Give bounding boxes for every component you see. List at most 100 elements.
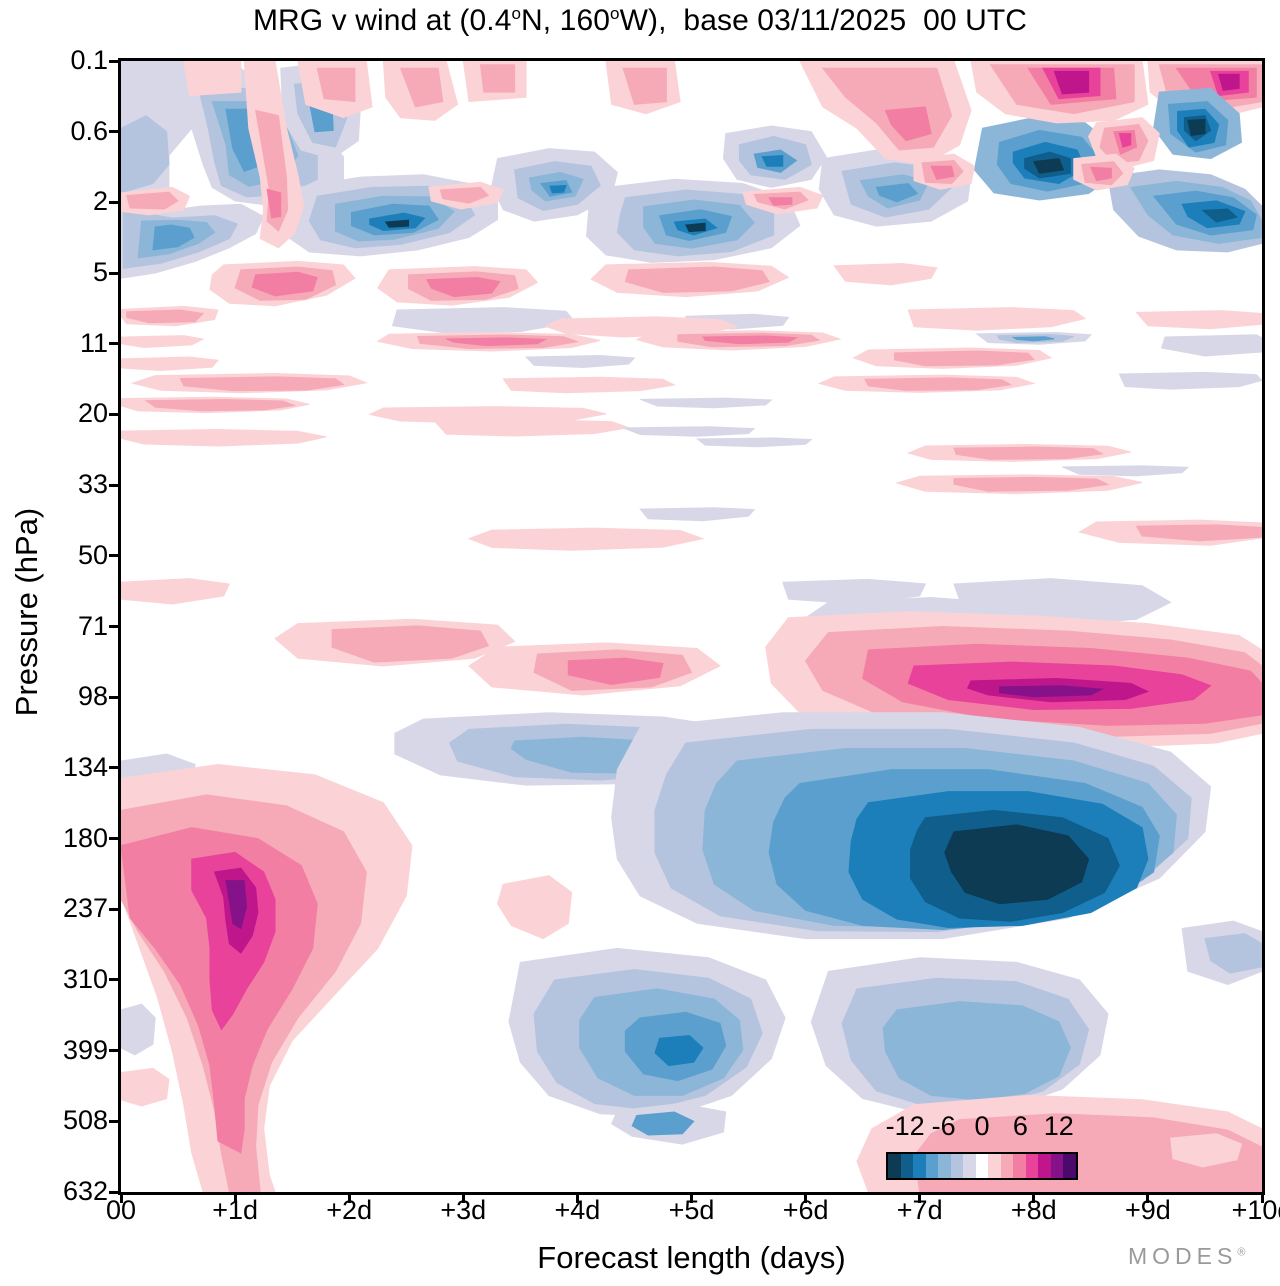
y-axis-tick-label: 632 [62, 1176, 108, 1206]
contour-band [126, 309, 205, 324]
contour-band [1053, 70, 1090, 95]
x-axis-tick-mark [119, 1192, 123, 1203]
contour-band [1187, 118, 1206, 137]
chart-title: MRG v wind at (0.4oN, 160oW), base 03/11… [0, 4, 1280, 38]
y-axis-tick-mark [109, 200, 119, 204]
contour-band [331, 625, 490, 663]
modes-watermark-text: MODES [1128, 1243, 1238, 1269]
y-axis-tick-label: 33 [77, 469, 108, 500]
y-axis-tick-label: 20 [77, 398, 108, 429]
contour-band [944, 824, 1090, 905]
y-axis-tick-mark [109, 978, 119, 982]
contour-band [1135, 524, 1262, 542]
y-axis-tick-mark [109, 59, 119, 63]
contour-band [1118, 133, 1132, 148]
y-axis-tick-label: 98 [77, 681, 108, 712]
contour-band [953, 476, 1110, 492]
chart-title-mid: N, 160 [521, 4, 611, 37]
contour-band [639, 507, 756, 522]
contour-band [502, 376, 676, 394]
contour-band [179, 376, 345, 392]
colorbar-swatch [1013, 1154, 1026, 1178]
contour-band [126, 191, 179, 210]
x-axis-tick-label: +10d [1231, 1195, 1280, 1225]
colorbar-tick-label: -6 [931, 1111, 956, 1141]
contour-band [624, 266, 770, 293]
contour-band [121, 356, 219, 372]
y-axis-tick-mark [109, 1049, 119, 1053]
contour-band [622, 67, 667, 105]
chart-title-suffix: W), base 03/11/2025 00 UTC [619, 4, 1028, 37]
contour-band [1011, 336, 1055, 342]
colorbar-swatch [925, 1154, 939, 1178]
y-axis-tick-mark [109, 837, 119, 841]
contour-band [761, 154, 784, 167]
degree-symbol-lat: o [511, 4, 522, 23]
y-axis-tick-mark [109, 695, 119, 699]
degree-symbol-lon: o [610, 4, 620, 23]
contour-band [833, 263, 938, 286]
colorbar-swatch [1000, 1154, 1014, 1178]
contour-band [701, 335, 799, 345]
contour-band [685, 222, 706, 233]
colorbar-tick-label: 6 [1012, 1111, 1028, 1141]
y-axis-tick-labels: 0.1 0.6 2 5 11 20 33 50 71 98 134 180 237 310 399 508 63… [0, 0, 108, 1286]
y-axis-tick-mark [109, 766, 119, 770]
x-axis-tick-mark [804, 1192, 808, 1203]
contour-band [1062, 465, 1190, 477]
contour-band [953, 446, 1104, 460]
contour-band [251, 271, 318, 297]
contour-band [439, 186, 490, 204]
colorbar-swatch [975, 1154, 989, 1178]
colorbar [886, 1152, 1078, 1180]
contour-band [316, 67, 356, 103]
y-axis-tick-mark [109, 554, 119, 558]
contour-band [225, 880, 248, 930]
contour-band [496, 875, 573, 940]
contour-band [391, 307, 577, 333]
y-axis-tick-label: 11 [79, 327, 108, 358]
colorbar-swatch [938, 1154, 951, 1178]
y-axis-tick-mark [109, 130, 119, 134]
colorbar-swatch [1038, 1154, 1051, 1178]
y-axis-tick-mark [109, 271, 119, 275]
contour-band [695, 437, 813, 448]
y-axis-tick-mark [109, 342, 119, 346]
contour-band [445, 337, 548, 347]
contour-band [639, 397, 773, 409]
contour-band [894, 350, 1035, 367]
contour-band [183, 61, 242, 97]
x-axis-tick-mark [1032, 1192, 1036, 1203]
x-axis-title: Forecast length (days) [537, 1240, 846, 1275]
contour-field [121, 61, 1262, 1192]
contour-band [622, 426, 756, 437]
contour-band [144, 398, 297, 412]
y-axis-tick-mark [109, 1119, 119, 1123]
chart-title-prefix: MRG v wind at (0.4 [252, 4, 512, 37]
modes-watermark: MODES® [1128, 1243, 1245, 1270]
contour-band [425, 276, 501, 298]
contour-band [930, 165, 955, 180]
y-axis-tick-mark [109, 1190, 119, 1194]
contour-band [1033, 158, 1065, 174]
x-axis-tick-mark [461, 1192, 465, 1203]
y-axis-tick-label: 134 [62, 751, 108, 782]
colorbar-swatch [950, 1154, 964, 1178]
contour-band [399, 67, 444, 108]
contour-band [882, 1001, 1071, 1101]
contour-band [1118, 371, 1262, 390]
contour-band [884, 106, 932, 142]
x-axis-tick-mark [690, 1192, 693, 1203]
contour-band [121, 335, 205, 348]
contour-band [121, 115, 170, 194]
contour-band [433, 419, 629, 437]
contour-band [479, 64, 516, 93]
contour-band [467, 527, 705, 551]
contour-band [631, 1111, 695, 1136]
colorbar-swatch [888, 1154, 901, 1178]
contour-band [875, 182, 919, 203]
colorbar-tick-label: -12 [885, 1111, 925, 1141]
contour-band [567, 657, 664, 686]
contour-band [864, 377, 1013, 391]
